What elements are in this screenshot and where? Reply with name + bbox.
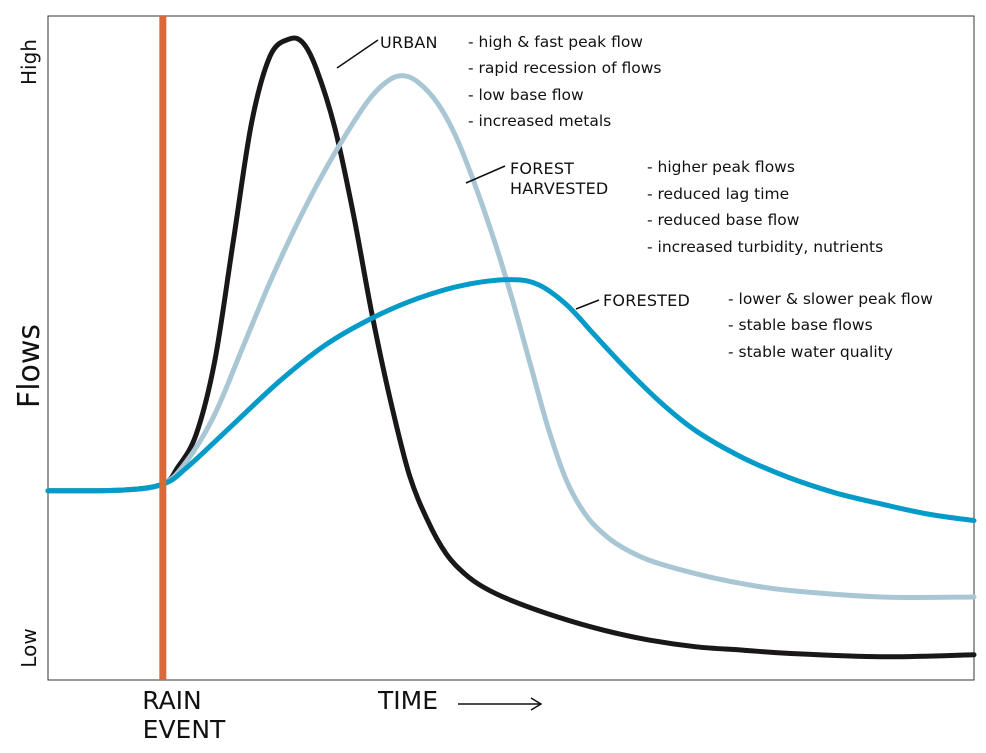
- urban-bullet: - rapid recession of flows: [468, 59, 662, 77]
- urban-bullet: - high & fast peak flow: [468, 33, 643, 51]
- forest-harvested-bullet: - reduced base flow: [647, 211, 800, 229]
- y-tick-low: Low: [17, 628, 41, 667]
- urban-label: URBAN: [380, 33, 438, 52]
- forest-harvested-curve: [45, 73, 977, 600]
- forested-curve: [45, 277, 977, 524]
- forested-bullet: - stable water quality: [728, 343, 893, 361]
- forested-label: FORESTED: [603, 291, 690, 310]
- urban-bullet: - low base flow: [468, 86, 584, 104]
- forest-harvested-label-line2: HARVESTED: [510, 179, 608, 198]
- plot-frame: [47, 15, 975, 681]
- y-tick-high: High: [17, 39, 41, 85]
- x-axis-label: TIME: [377, 686, 438, 715]
- time-arrow-icon: [458, 697, 543, 711]
- forested-leader-line: [575, 299, 600, 310]
- forest-harvested-bullet: - increased turbidity, nutrients: [647, 238, 883, 256]
- urban-curve: [45, 35, 977, 660]
- rain-event-label-line1: RAIN: [142, 686, 202, 715]
- forest-harvested-leader-line: [465, 165, 506, 184]
- forest-harvested-bullet: - higher peak flows: [647, 158, 795, 176]
- forested-bullet: - stable base flows: [728, 316, 873, 334]
- forest-harvested-label-line1: FOREST: [510, 159, 574, 178]
- forested-bullet: - lower & slower peak flow: [728, 290, 933, 308]
- y-axis-label: Flows: [12, 324, 47, 408]
- urban-leader-line: [336, 39, 379, 69]
- forest-harvested-bullet: - reduced lag time: [647, 185, 789, 203]
- rain-event-label-line2: EVENT: [143, 715, 226, 744]
- urban-bullet: - increased metals: [468, 112, 611, 130]
